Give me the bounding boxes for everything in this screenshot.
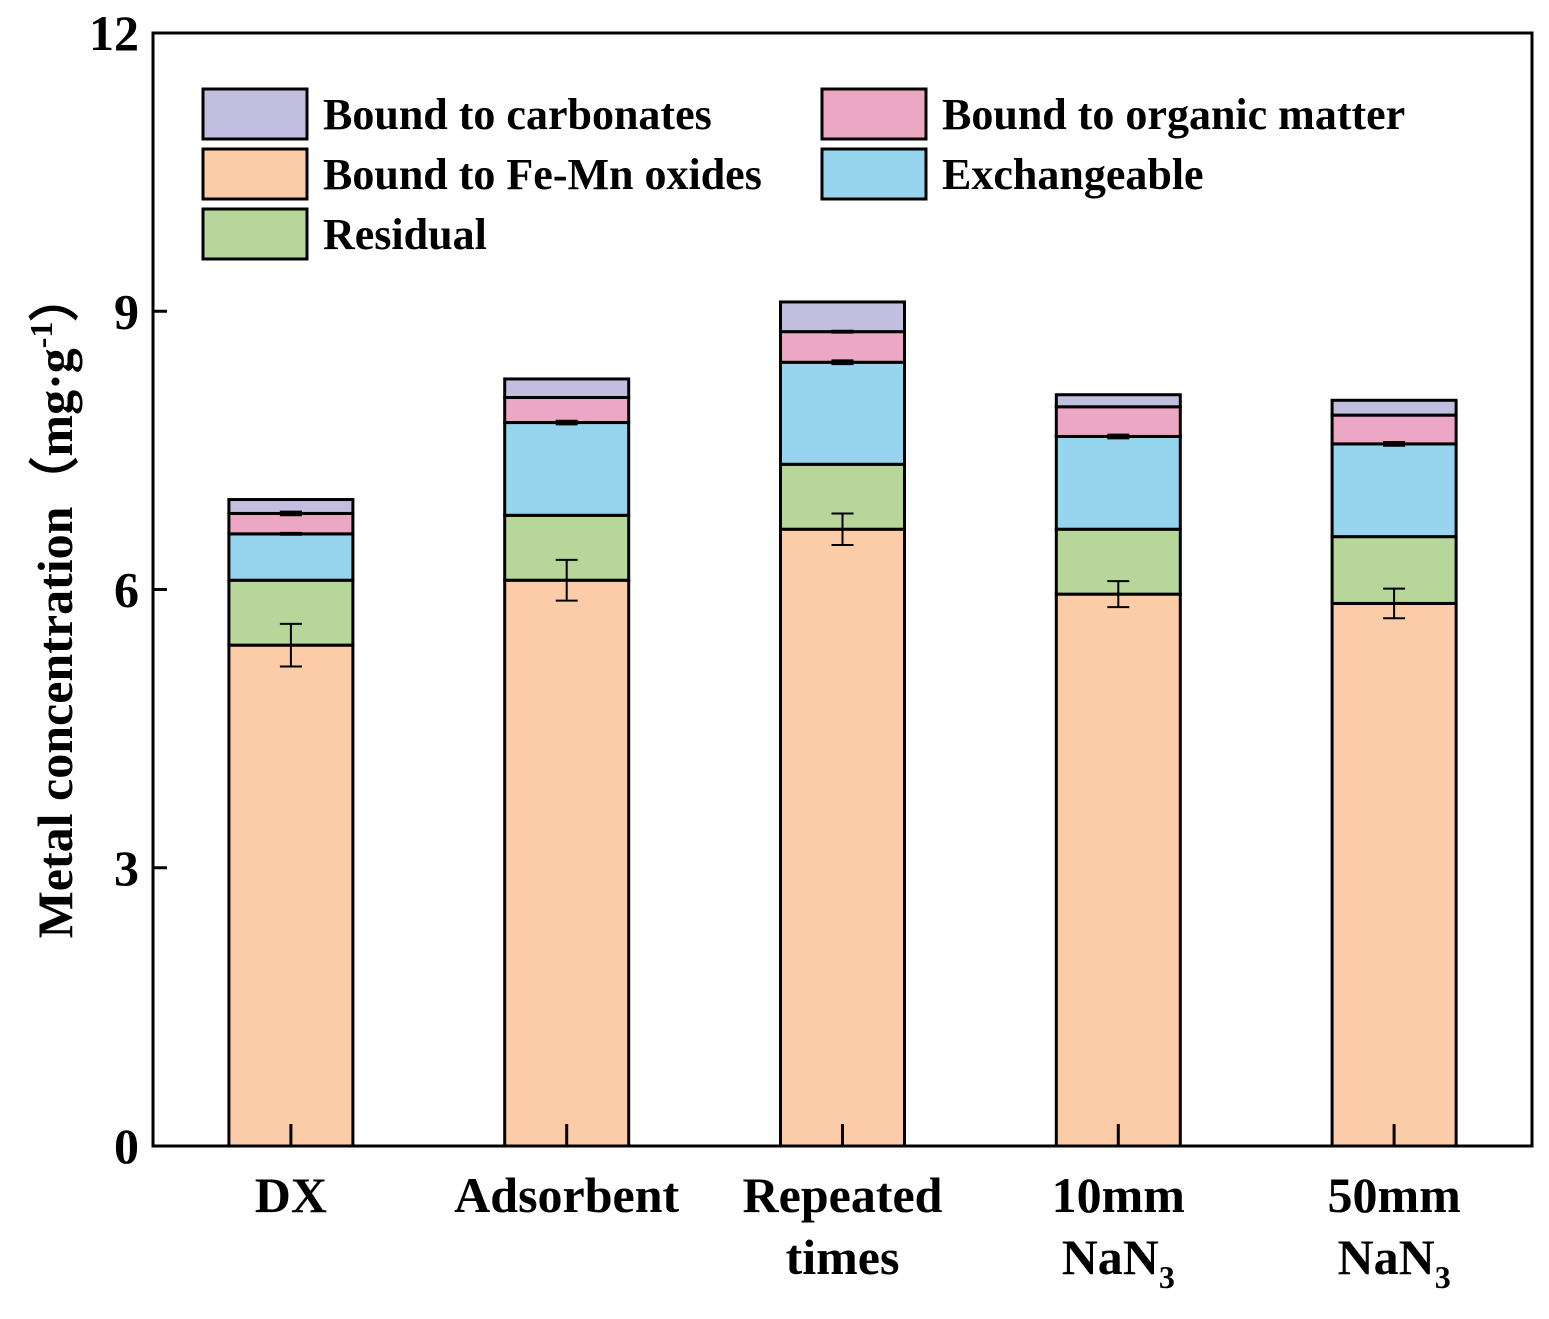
- bar-segment-3-cat-4: [1054, 434, 1182, 531]
- bar-segment-5-cat-2: [503, 377, 631, 400]
- error-bars-layer: [279, 329, 1406, 668]
- x-tick-label-2: Repeated times: [743, 1167, 943, 1285]
- legend-label-5: Residual: [323, 210, 487, 259]
- legend-swatch-1: [201, 87, 309, 141]
- error-bar-4-cat-1: [279, 510, 302, 517]
- bar-segment-4-cat-5: [1330, 413, 1458, 446]
- bar-segment-3-cat-3: [779, 360, 906, 466]
- bar-segment-3-cat-1: [227, 532, 355, 582]
- bar-segment-1-cat-4: [1054, 592, 1182, 1148]
- legend-item-5: Residual: [201, 207, 487, 261]
- y-tick-label-1: 3: [114, 840, 139, 896]
- y-tick-label-4: 12: [89, 5, 139, 61]
- bar-segment-5-cat-3: [779, 300, 906, 334]
- legend-label-3: Bound to Fe-Mn oxides: [323, 150, 762, 199]
- legend-item-3: Bound to Fe-Mn oxides: [201, 147, 762, 201]
- error-bar-4-cat-3: [831, 329, 854, 334]
- error-bar-1-cat-3: [831, 512, 854, 546]
- error-bar-1-cat-4: [1107, 580, 1130, 609]
- bar-segment-4-cat-4: [1054, 405, 1182, 438]
- bar-segment-5-cat-4: [1054, 393, 1182, 409]
- y-tick-label-2: 6: [114, 562, 139, 618]
- legend-swatch-5: [201, 207, 309, 261]
- bar-segment-1-cat-1: [227, 643, 355, 1148]
- bar-segment-1-cat-2: [503, 578, 631, 1148]
- error-bar-1-cat-1: [279, 622, 302, 668]
- error-bar-3-cat-2: [555, 419, 578, 426]
- error-bar-1-cat-2: [555, 558, 578, 602]
- y-axis-label: Metal concentration（mg·g-1）: [23, 272, 83, 939]
- x-tick-label-4: 50mm NaN3: [1327, 1167, 1460, 1295]
- legend-item-1: Bound to carbonates: [201, 87, 712, 141]
- legend: Bound to carbonates Bound to organic matt…: [201, 87, 1405, 261]
- bar-segment-5-cat-5: [1330, 398, 1458, 417]
- legend-item-2: Bound to organic matter: [820, 87, 1405, 141]
- error-bar-3-cat-5: [1383, 441, 1406, 447]
- legend-swatch-2: [820, 87, 928, 141]
- y-tick-label-3: 9: [114, 283, 139, 339]
- bar-segment-4-cat-1: [227, 511, 355, 536]
- bar-segment-3-cat-5: [1330, 442, 1458, 539]
- error-bar-3-cat-1: [279, 531, 302, 536]
- legend-label-4: Exchangeable: [942, 150, 1204, 199]
- legend-swatch-4: [820, 147, 928, 201]
- x-tick-label-1: Adsorbent: [454, 1167, 679, 1223]
- bar-segment-3-cat-2: [503, 421, 631, 517]
- y-tick-label-0: 0: [114, 1118, 139, 1174]
- x-tick-label-3: 10mm NaN3: [1052, 1167, 1185, 1295]
- legend-swatch-3: [201, 147, 309, 201]
- legend-label-2: Bound to organic matter: [942, 90, 1405, 139]
- legend-item-4: Exchangeable: [820, 147, 1204, 201]
- axes-layer: 0 3 6 9 12 DX Adsorbent Repeated times 10mm NaN3 50…: [89, 5, 1461, 1295]
- bar-segment-1-cat-5: [1330, 601, 1458, 1148]
- bar-segment-4-cat-2: [503, 396, 631, 425]
- x-tick-label-0: DX: [255, 1167, 327, 1223]
- bars-layer: [227, 300, 1458, 1148]
- error-bar-3-cat-4: [1107, 433, 1130, 440]
- bar-segment-1-cat-3: [779, 527, 906, 1148]
- bar-segment-4-cat-3: [779, 330, 906, 364]
- error-bar-1-cat-5: [1383, 587, 1406, 620]
- legend-label-1: Bound to carbonates: [323, 90, 712, 139]
- error-bar-3-cat-3: [831, 359, 854, 366]
